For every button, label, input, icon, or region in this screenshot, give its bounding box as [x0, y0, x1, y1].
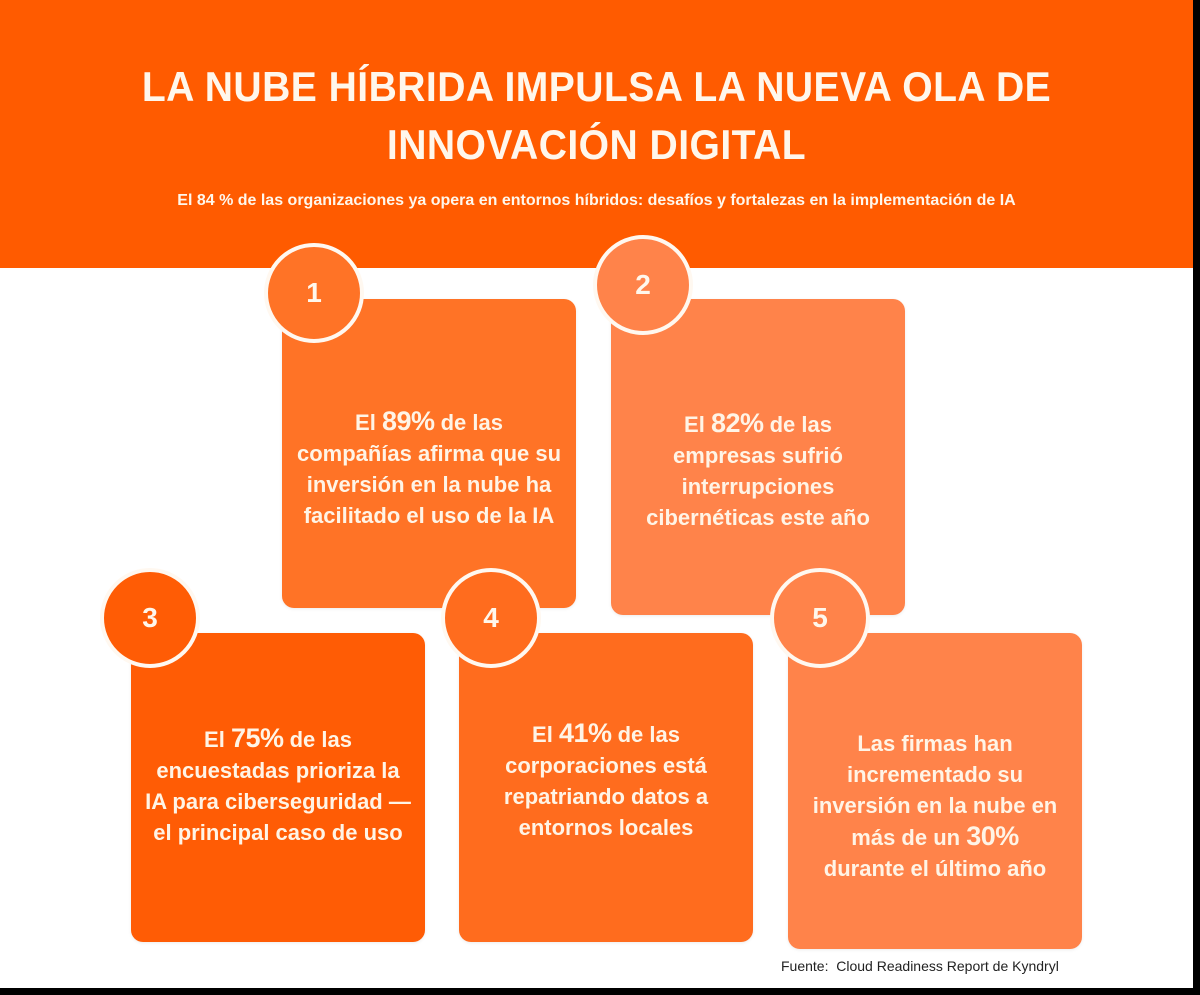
stat-card-2: El 82% de las empresas sufrió interrupci… — [611, 299, 905, 615]
number-badge-1: 1 — [264, 243, 364, 343]
number-badge-3: 3 — [100, 568, 200, 668]
stat-highlight: 89% — [381, 406, 435, 436]
number-badge-2: 2 — [593, 235, 693, 335]
stat-card-3-text: El 75% de las encuestadas prioriza la IA… — [145, 723, 411, 848]
stat-prefix: El — [532, 722, 559, 747]
stat-rest: durante el último año — [823, 856, 1047, 881]
stat-rest: de las empresas sufrió interrupciones ci… — [646, 411, 870, 530]
title-line-1: LA NUBE HÍBRIDA IMPULSA LA NUEVA OLA DE — [141, 63, 1052, 110]
badge-number: 5 — [812, 602, 828, 633]
stat-card-5-text: Las firmas han incrementado su inversión… — [810, 728, 1060, 884]
badge-number: 1 — [306, 277, 322, 308]
badge-number: 4 — [483, 602, 499, 633]
stat-prefix: El — [684, 411, 711, 437]
badge-number: 3 — [142, 602, 158, 633]
stat-card-4: El 41% de las corporaciones está repatri… — [459, 633, 753, 942]
stat-rest: de las compañías afirma que su inversión… — [296, 410, 562, 528]
stat-card-1: El 89% de las compañías afirma que su in… — [282, 299, 576, 608]
stat-highlight: 30% — [966, 821, 1019, 851]
stat-highlight: 82% — [710, 407, 764, 438]
stat-card-1-text: El 89% de las compañías afirma que su in… — [296, 406, 562, 531]
stat-rest: de las encuestadas prioriza la IA para c… — [145, 727, 411, 845]
stat-card-3: El 75% de las encuestadas prioriza la IA… — [131, 633, 425, 942]
stat-prefix: El — [355, 410, 382, 435]
page-title: LA NUBE HÍBRIDA IMPULSA LA NUEVA OLA DE … — [42, 58, 1151, 174]
stat-highlight: 75% — [230, 723, 284, 753]
stat-highlight: 41% — [558, 718, 612, 748]
number-badge-4: 4 — [441, 568, 541, 668]
stat-card-2-text: El 82% de las empresas sufrió interrupci… — [641, 408, 875, 533]
badge-number: 2 — [635, 269, 651, 300]
header-banner: LA NUBE HÍBRIDA IMPULSA LA NUEVA OLA DE … — [0, 0, 1193, 268]
number-badge-5: 5 — [770, 568, 870, 668]
source-citation: Fuente: Cloud Readiness Report de Kyndry… — [781, 958, 1059, 974]
stat-prefix: El — [204, 727, 231, 752]
stat-card-5: Las firmas han incrementado su inversión… — [788, 633, 1082, 949]
stat-card-4-text: El 41% de las corporaciones está repatri… — [473, 718, 739, 843]
stat-prefix: Las firmas han incrementado su inversión… — [812, 731, 1058, 850]
stat-rest: de las corporaciones está repatriando da… — [503, 722, 709, 840]
subtitle: El 84 % de las organizaciones ya opera e… — [177, 192, 1016, 209]
title-line-2: INNOVACIÓN DIGITAL — [386, 121, 807, 168]
